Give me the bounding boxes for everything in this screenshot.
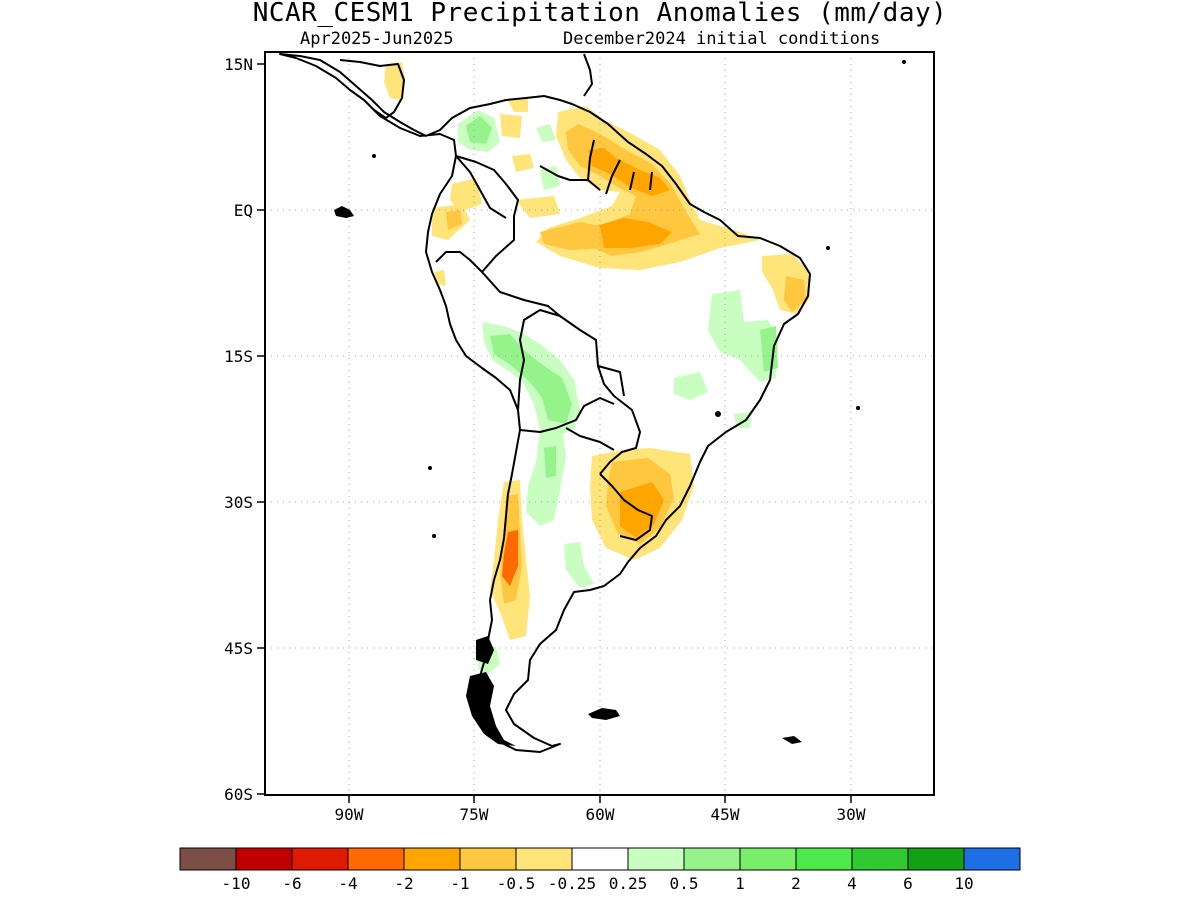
- anomaly-pampas-wet: [564, 542, 594, 588]
- colorbar-label: -10: [222, 874, 251, 893]
- coastlines: [279, 53, 811, 753]
- colorbar-swatch: [515, 847, 573, 871]
- anomaly-ne-brazil-wet-core: [760, 326, 778, 372]
- anomaly-amazon-west-dry: [516, 196, 560, 218]
- latitude-labels: 15N EQ 15S 30S 45S 60S: [224, 55, 253, 804]
- colorbar-swatch: [235, 847, 293, 871]
- tick-marks: [257, 63, 852, 803]
- chile-archipelago: [466, 672, 516, 746]
- colorbar-swatch: [795, 847, 853, 871]
- colorbar-swatch: [683, 847, 741, 871]
- colorbar-label: -6: [282, 874, 301, 893]
- colorbar-swatch: [403, 847, 461, 871]
- lat-label: 30S: [224, 493, 253, 512]
- anomaly-argentina-wet-core: [544, 446, 556, 478]
- anomaly-ecuador-dry-core: [446, 210, 462, 230]
- trindade-island: [856, 406, 860, 410]
- anomaly-orinoco-wet: [540, 166, 560, 190]
- anomaly-chile-dry-strong: [502, 530, 518, 586]
- chiloe-islands: [476, 636, 494, 664]
- caribbean-island-dot: [902, 60, 906, 64]
- fernando-de-noronha: [826, 246, 830, 250]
- anomaly-central-brazil-wet: [674, 372, 708, 400]
- juan-fernandez-islands: [432, 534, 436, 538]
- lat-label: EQ: [234, 201, 253, 220]
- colorbar-swatch: [347, 847, 405, 871]
- colorbar-label: -0.25: [548, 874, 596, 893]
- anomaly-shading: [384, 62, 810, 676]
- colorbar-label: 6: [903, 874, 913, 893]
- anomaly-bolivia-wet-core: [490, 334, 572, 424]
- anomaly-amazon-dry-core: [596, 218, 672, 248]
- lat-label: 45S: [224, 639, 253, 658]
- colorbar: -10 -6 -4 -2 -1 -0.5 -0.25 0.25 0.5 1 2 4 6 10: [179, 847, 1021, 893]
- colorbar-label: 10: [954, 874, 973, 893]
- colorbar-swatch: [291, 847, 349, 871]
- colorbar-label: -2: [394, 874, 413, 893]
- country-borders: [435, 139, 653, 541]
- colorbar-swatch: [963, 847, 1021, 871]
- san-felix-island: [428, 466, 432, 470]
- colorbar-swatch: [851, 847, 909, 871]
- anomaly-venezuela-coast-dry: [508, 98, 528, 112]
- colorbar-label: 2: [791, 874, 801, 893]
- lon-label: 45W: [711, 805, 740, 824]
- colorbar-swatch: [459, 847, 517, 871]
- colorbar-label: 4: [847, 874, 857, 893]
- galapagos-islands: [334, 206, 354, 218]
- falkland-islands: [588, 708, 620, 720]
- lon-label: 75W: [460, 805, 489, 824]
- longitude-labels: 90W 75W 60W 45W 30W: [335, 805, 866, 824]
- colorbar-label: 0.25: [609, 874, 648, 893]
- lat-label: 15N: [224, 55, 253, 74]
- caribbean-islands: [583, 53, 593, 97]
- anomaly-ne-brazil-wet: [708, 290, 778, 382]
- lon-label: 60W: [586, 805, 615, 824]
- cocos-island: [372, 154, 376, 158]
- south-georgia: [782, 736, 802, 744]
- anomaly-colombia-dry: [512, 154, 534, 172]
- anomaly-guianas-dry-strong: [588, 148, 670, 196]
- initial-conditions-subtitle: December2024 initial conditions: [563, 29, 881, 49]
- colorbar-label: -4: [338, 874, 357, 893]
- anomaly-venezuela-coast-dry-2: [500, 114, 522, 138]
- colorbar-swatch: [627, 847, 685, 871]
- anomaly-peru-coast-dry: [434, 270, 446, 286]
- colorbar-swatch: [907, 847, 965, 871]
- anomaly-venezuela-wet: [536, 124, 556, 142]
- anomaly-colombia-pacific-dry: [450, 178, 482, 212]
- lat-label: 15S: [224, 347, 253, 366]
- anomaly-amazon-dry-belt: [540, 222, 604, 250]
- abrolhos-islands: [715, 411, 721, 417]
- lat-label: 60S: [224, 785, 253, 804]
- colorbar-label: -0.5: [497, 874, 536, 893]
- anomaly-colombia-wet-core: [466, 116, 492, 144]
- central-america-coast: [339, 59, 405, 119]
- colorbar-swatch: [179, 847, 237, 871]
- anomaly-uruguay-dry-strong: [620, 482, 664, 538]
- islands: [334, 60, 906, 746]
- colorbar-swatch: [571, 847, 629, 871]
- colorbar-swatch: [739, 847, 797, 871]
- colorbar-label: 1: [735, 874, 745, 893]
- anomaly-ne-brazil-dry-core: [784, 276, 806, 312]
- map-title: NCAR_CESM1 Precipitation Anomalies (mm/d…: [252, 0, 948, 28]
- south-america-coastline: [279, 53, 811, 753]
- colorbar-label: 0.5: [670, 874, 699, 893]
- forecast-period-subtitle: Apr2025-Jun2025: [300, 29, 454, 49]
- lon-label: 90W: [335, 805, 364, 824]
- colorbar-label: -1: [450, 874, 469, 893]
- lon-label: 30W: [837, 805, 866, 824]
